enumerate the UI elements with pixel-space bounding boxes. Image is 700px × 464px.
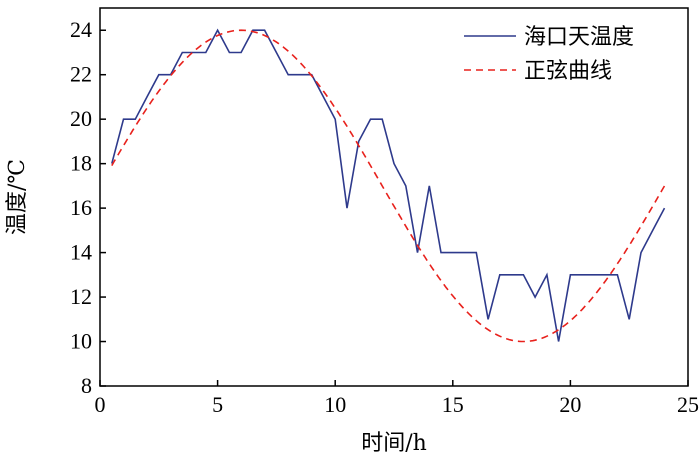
y-tick-label: 12 (70, 284, 92, 309)
x-tick-label: 0 (95, 392, 106, 417)
legend-label-sine: 正弦曲线 (524, 59, 612, 84)
x-tick-label: 15 (442, 392, 464, 417)
ticks: 0 5 10 15 20 25 8 10 12 14 16 18 20 22 24 (70, 17, 699, 417)
y-tick-label: 22 (70, 62, 92, 87)
x-axis-label: 时间/h (361, 431, 427, 456)
legend: 海口天温度 正弦曲线 (464, 25, 634, 84)
x-tick-label: 10 (324, 392, 346, 417)
x-tick-label: 20 (559, 392, 581, 417)
y-tick-label: 16 (70, 195, 92, 220)
legend-label-haikou: 海口天温度 (524, 25, 634, 50)
y-tick-label: 18 (70, 151, 92, 176)
x-tick-label: 25 (677, 392, 699, 417)
y-axis-label: 温度/℃ (5, 159, 30, 235)
series-line-sine (111, 29, 666, 343)
y-tick-label: 20 (70, 106, 92, 131)
y-tick-label: 24 (70, 17, 92, 42)
plot-marks (111, 28, 666, 343)
series-line-haikou (111, 28, 666, 342)
y-tick-label: 10 (70, 329, 92, 354)
x-tick-label: 5 (212, 392, 223, 417)
y-tick-label: 8 (81, 373, 92, 398)
y-tick-label: 14 (70, 240, 92, 265)
plot-frame (99, 7, 689, 387)
